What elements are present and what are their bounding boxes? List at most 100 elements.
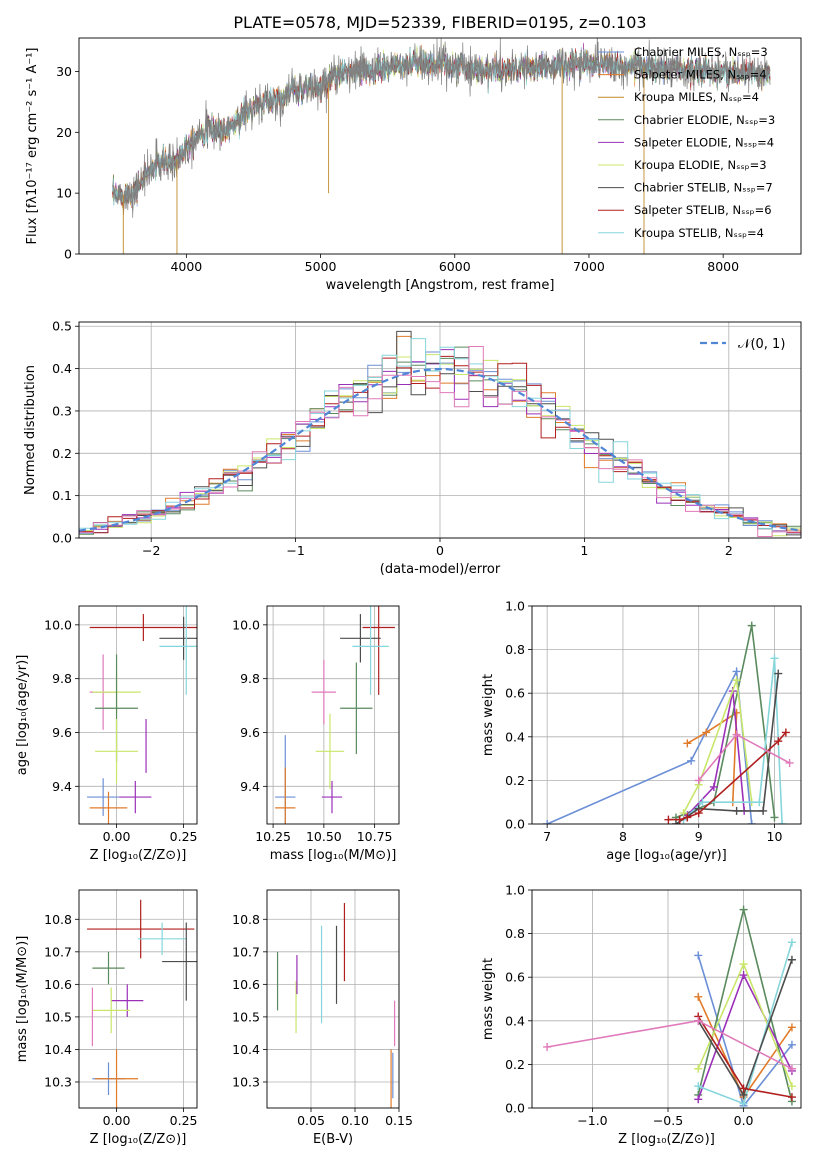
weight-marker: [683, 739, 692, 748]
y-tick-label: 0.6: [505, 970, 525, 985]
weight-marker: [664, 815, 673, 824]
weight-marker: [770, 813, 779, 822]
weight-marker: [787, 1082, 796, 1091]
histogram-step-line: [79, 355, 801, 534]
weight-marker: [759, 806, 768, 815]
y-tick-label: 0.2: [505, 773, 525, 788]
y-tick-label: 9.6: [240, 725, 260, 740]
weight-marker: [732, 806, 741, 815]
y-tick-label: 0.5: [52, 319, 72, 334]
y-tick-label: 0.1: [52, 488, 72, 503]
x-tick-label: 10: [767, 829, 783, 844]
y-tick-label: 0.0: [52, 531, 72, 546]
weight-marker: [543, 820, 552, 824]
weight-marker: [774, 669, 783, 678]
weight-marker: [675, 815, 684, 824]
y-axis-label: mass [log₁₀(M/M⊙)]: [15, 936, 30, 1063]
x-tick-label: 1: [580, 543, 588, 558]
x-tick-label: 7: [543, 829, 551, 844]
x-axis-label: (data-model)/error: [380, 562, 501, 577]
legend-label: Chabrier ELODIE, Nₛₛₚ=3: [634, 113, 775, 127]
weight-marker: [732, 676, 741, 685]
x-tick-label: 10.25: [255, 829, 291, 844]
x-tick-label: 0.00: [103, 829, 131, 844]
y-tick-label: 1.0: [505, 883, 525, 898]
age-vs-mass-panel: 10.25 10.50 10.75 9.4 9.6 9.8 10.0 mass [log₁₀(…: [232, 605, 400, 863]
x-tick-label: 9: [695, 829, 703, 844]
weight-marker: [732, 730, 741, 739]
weight-marker: [787, 1064, 796, 1073]
legend-label: Kroupa MILES, Nₛₛₚ=4: [634, 90, 759, 104]
x-tick-label: 0.25: [170, 1113, 198, 1128]
x-axis-label: wavelength [Angstrom, rest frame]: [326, 278, 555, 293]
y-tick-label: 10.4: [232, 1042, 260, 1057]
x-tick-label: 8: [619, 829, 627, 844]
weight-marker: [739, 1099, 748, 1108]
weight-marker: [787, 1093, 796, 1102]
x-tick-label: 10.50: [306, 829, 342, 844]
x-tick-label: −1: [286, 543, 304, 558]
y-tick-label: 1.0: [505, 599, 525, 614]
y-tick-label: 10.5: [232, 1009, 260, 1024]
x-tick-label: 0.05: [297, 1113, 325, 1128]
weight-marker: [774, 737, 783, 746]
x-axis-label: Z [log₁₀(Z/Z⊙)]: [90, 1132, 187, 1147]
legend-label: Salpeter MILES, Nₛₛₚ=4: [634, 68, 767, 82]
weight-marker: [687, 756, 696, 765]
y-axis-label: age [log₁₀(age/yr)]: [15, 655, 30, 776]
y-tick-label: 10.7: [232, 944, 260, 959]
normal-distribution-curve: [79, 367, 801, 532]
legend-label: Salpeter ELODIE, Nₛₛₚ=4: [634, 135, 774, 149]
axes-frame: [531, 605, 802, 825]
weight-marker: [739, 960, 748, 969]
axes-frame: [266, 605, 400, 825]
y-tick-label: 10.4: [44, 1042, 72, 1057]
weight-marker: [770, 654, 779, 663]
x-tick-label: −0.5: [653, 1113, 683, 1128]
plot-area: [275, 606, 395, 824]
y-tick-label: 0.4: [505, 729, 525, 744]
y-tick-label: 10.6: [44, 977, 72, 992]
weight-marker: [787, 1040, 796, 1049]
x-tick-label: −1.0: [577, 1113, 607, 1128]
y-tick-label: 10.3: [232, 1074, 260, 1089]
weight-series-line: [697, 962, 793, 1087]
residuals-panel: −2 −1 0 1 2 0.0 0.1 0.2 0.3 0.4 0.5 (data-model)/er…: [23, 319, 802, 577]
plot-area: [87, 606, 197, 824]
weight-series-line: [682, 679, 753, 814]
x-tick-label: 0.00: [103, 1113, 131, 1128]
x-tick-label: 0.15: [385, 1113, 413, 1128]
histogram-step-line: [79, 346, 801, 537]
y-tick-label: 0.2: [505, 1057, 525, 1072]
x-axis-label: mass [log₁₀(M/M⊙)]: [270, 848, 397, 863]
weight-marker: [747, 621, 756, 630]
weight-marker: [698, 798, 707, 807]
histogram-step-line: [79, 338, 801, 534]
y-tick-label: 20: [56, 125, 72, 140]
weight-marker: [671, 820, 680, 824]
y-tick-label: 9.4: [52, 779, 72, 794]
y-tick-label: 10.3: [44, 1074, 72, 1089]
weight-marker: [543, 1042, 552, 1051]
mass-vs-metallicity-panel: 0.00 0.25 10.3 10.4 10.5 10.6 10.7 10.8 Z [log₁₀…: [15, 889, 198, 1147]
weight-marker: [755, 798, 764, 807]
y-tick-label: 10: [56, 186, 72, 201]
x-tick-label: 6000: [439, 259, 471, 274]
y-tick-label: 0.0: [505, 1101, 525, 1116]
x-tick-label: −2: [142, 543, 160, 558]
y-tick-label: 10.7: [44, 944, 72, 959]
legend-label: Kroupa ELODIE, Nₛₛₚ=3: [634, 158, 767, 172]
x-tick-label: 8000: [707, 259, 739, 274]
y-tick-label: 10.5: [44, 1009, 72, 1024]
weight-marker: [694, 776, 703, 785]
x-tick-label: 4000: [170, 259, 202, 274]
x-tick-label: 5000: [305, 259, 337, 274]
mass-vs-extinction-panel: 0.05 0.10 0.15 10.3 10.4 10.5 10.6 10.7 10.8 E(B-…: [232, 889, 413, 1147]
legend-label: Salpeter STELIB, Nₛₛₚ=6: [634, 203, 772, 217]
axes-frame: [78, 605, 198, 825]
observed-spectrum-line: [112, 38, 771, 218]
legend-label: Chabrier MILES, Nₛₛₚ=3: [634, 45, 768, 59]
weight-marker: [787, 938, 796, 947]
y-tick-label: 10.0: [232, 617, 260, 632]
legend-label: 𝒩(0, 1): [738, 337, 785, 352]
